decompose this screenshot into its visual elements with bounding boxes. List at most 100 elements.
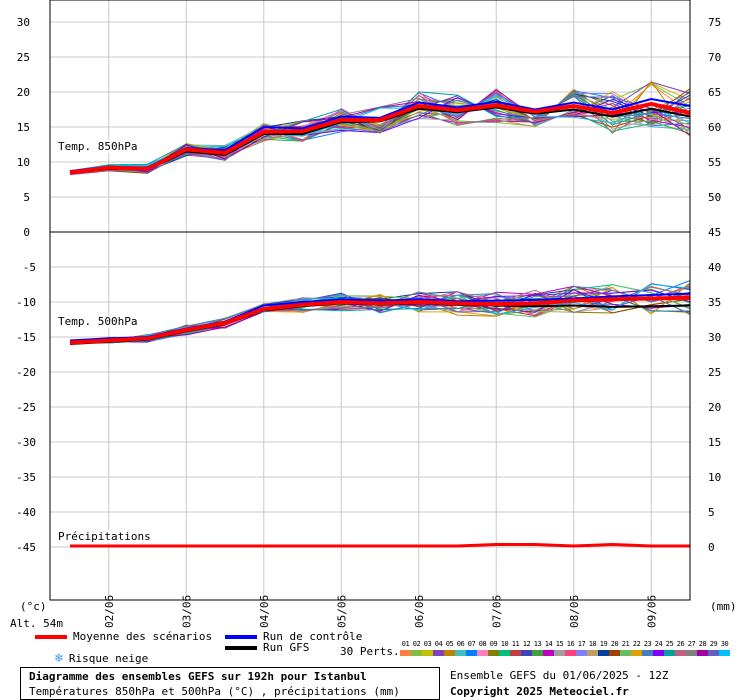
ytick-500-right: 15 bbox=[708, 436, 721, 449]
title-box: Diagramme des ensembles GEFS sur 192h po… bbox=[20, 667, 440, 700]
ytick-500-right: 25 bbox=[708, 366, 721, 379]
perturbation-number: 01 bbox=[401, 640, 410, 648]
mean-swatch bbox=[35, 635, 67, 639]
perturbation-swatch bbox=[510, 650, 521, 656]
perturbation-number: 05 bbox=[445, 640, 454, 648]
perturbation-number: 16 bbox=[566, 640, 575, 648]
perturbation-number: 20 bbox=[610, 640, 619, 648]
snowflake-icon: ❄ bbox=[55, 651, 63, 666]
ytick-500-right: 45 bbox=[708, 226, 721, 239]
ytick-500-right: 5 bbox=[708, 506, 715, 519]
perturbation-swatch bbox=[521, 650, 532, 656]
perturbation-number: 03 bbox=[423, 640, 432, 648]
perturbation-number: 25 bbox=[665, 640, 674, 648]
ytick-850-right: 70 bbox=[708, 51, 721, 64]
perturbation-number: 04 bbox=[434, 640, 443, 648]
ytick-850-left: 0 bbox=[23, 226, 30, 239]
perturbation-number: 24 bbox=[654, 640, 663, 648]
ytick-500-right: 10 bbox=[708, 471, 721, 484]
legend-mean: Moyenne des scénarios bbox=[35, 630, 212, 643]
ytick-850-left: 10 bbox=[17, 156, 30, 169]
panel-500-frame bbox=[49, 231, 691, 601]
perturbation-number: 13 bbox=[533, 640, 542, 648]
perturbation-numbers: 01 02 03 04 05 06 07 08 09 10 11 12 13 14 15 16 17 18 19 20… bbox=[400, 640, 730, 648]
perturbation-number: 26 bbox=[676, 640, 685, 648]
ytick-500-left: -25 bbox=[16, 401, 36, 414]
legend-gfs-label: Run GFS bbox=[263, 641, 310, 654]
xtick-date: 07/06 bbox=[490, 595, 503, 628]
xtick-date: 03/06 bbox=[180, 595, 193, 628]
perturbation-number: 14 bbox=[544, 640, 553, 648]
xtick-date: 04/06 bbox=[258, 595, 271, 628]
legend-control: Run de contrôle bbox=[225, 630, 362, 643]
legend-perts: 30 Perts. bbox=[340, 645, 400, 658]
perturbation-swatch bbox=[400, 650, 411, 656]
perturbation-swatch bbox=[587, 650, 598, 656]
perturbation-swatch bbox=[554, 650, 565, 656]
perturbation-swatch bbox=[697, 650, 708, 656]
ytick-850-right: 60 bbox=[708, 121, 721, 134]
grid bbox=[50, 0, 690, 600]
perturbation-swatch bbox=[543, 650, 554, 656]
ytick-850-right: 50 bbox=[708, 191, 721, 204]
perturbation-swatch bbox=[653, 650, 664, 656]
ytick-500-right: 0 bbox=[708, 541, 715, 554]
panel-label-500: Temp. 500hPa bbox=[58, 315, 138, 328]
perturbation-swatch bbox=[719, 650, 730, 656]
ytick-850-right: 75 bbox=[708, 16, 721, 29]
perturbation-number: 29 bbox=[709, 640, 718, 648]
ytick-500-left: -40 bbox=[16, 506, 36, 519]
perturbation-number: 22 bbox=[632, 640, 641, 648]
perturbation-swatch bbox=[565, 650, 576, 656]
perturbation-swatch bbox=[455, 650, 466, 656]
perturbation-swatch bbox=[422, 650, 433, 656]
perturbation-swatch bbox=[433, 650, 444, 656]
legend-snow-label: Risque neige bbox=[68, 652, 149, 665]
series-line-500 bbox=[69, 295, 691, 345]
perturbation-number: 08 bbox=[478, 640, 487, 648]
xtick-date: 06/06 bbox=[413, 595, 426, 628]
perturbation-swatch bbox=[620, 650, 631, 656]
ytick-500-left: -30 bbox=[16, 436, 36, 449]
xtick-date: 09/06 bbox=[645, 595, 658, 628]
ytick-850-right: 65 bbox=[708, 86, 721, 99]
perturbation-swatch bbox=[708, 650, 719, 656]
gfs-swatch bbox=[225, 646, 257, 650]
perturbation-swatch bbox=[664, 650, 675, 656]
perturbation-swatch bbox=[686, 650, 697, 656]
perturbation-swatch bbox=[411, 650, 422, 656]
perturbation-swatch bbox=[466, 650, 477, 656]
ytick-500-left: -35 bbox=[16, 471, 36, 484]
perturbation-number: 10 bbox=[500, 640, 509, 648]
chart-title: Diagramme des ensembles GEFS sur 192h po… bbox=[29, 670, 367, 683]
run-info: Ensemble GEFS du 01/06/2025 - 12Z bbox=[450, 669, 669, 682]
perturbation-number: 12 bbox=[522, 640, 531, 648]
panel-label-850: Temp. 850hPa bbox=[58, 140, 138, 153]
ytick-500-right: 40 bbox=[708, 261, 721, 274]
perturbation-swatch bbox=[631, 650, 642, 656]
perturbation-swatch bbox=[477, 650, 488, 656]
perturbation-swatch bbox=[532, 650, 543, 656]
perturbation-number: 27 bbox=[687, 640, 696, 648]
perturbation-swatch bbox=[444, 650, 455, 656]
perturbation-number: 02 bbox=[412, 640, 421, 648]
ytick-500-left: -20 bbox=[16, 366, 36, 379]
ytick-500-right: 20 bbox=[708, 401, 721, 414]
ytick-850-left: 15 bbox=[17, 121, 30, 134]
altitude-label: Alt. 54m bbox=[10, 617, 63, 630]
perturbation-number: 18 bbox=[588, 640, 597, 648]
legend-control-label: Run de contrôle bbox=[263, 630, 363, 643]
chart-subtitle: Températures 850hPa et 500hPa (°C) , pré… bbox=[29, 685, 400, 698]
ytick-850-left: 20 bbox=[17, 86, 30, 99]
precip-mean-line bbox=[70, 542, 690, 548]
xtick-date: 02/06 bbox=[103, 595, 116, 628]
perturbation-swatch bbox=[488, 650, 499, 656]
perturbation-number: 09 bbox=[489, 640, 498, 648]
series-line-850 bbox=[69, 101, 691, 175]
member-line-500 bbox=[69, 285, 691, 344]
ytick-500-left: -10 bbox=[16, 296, 36, 309]
perturbation-swatch bbox=[499, 650, 510, 656]
perturbation-number: 28 bbox=[698, 640, 707, 648]
axes: 302520151050757065605550-5-10-15-20-25-3… bbox=[16, 0, 721, 628]
